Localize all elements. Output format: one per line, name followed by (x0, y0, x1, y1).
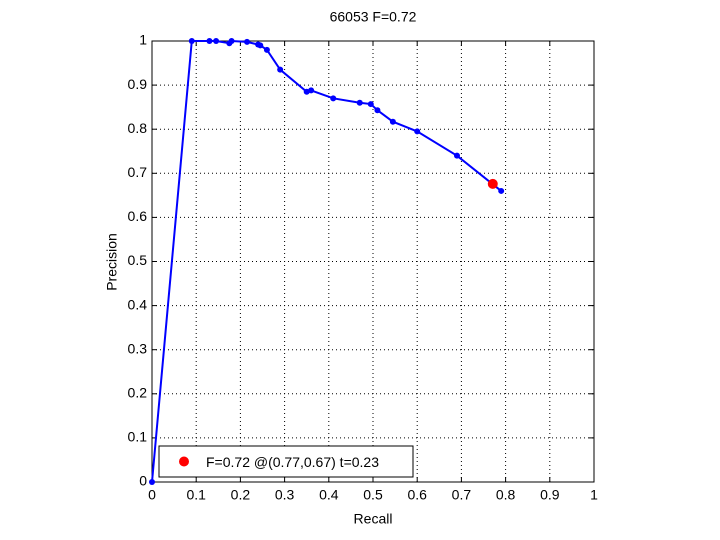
y-tick-label: 0 (139, 473, 147, 489)
x-tick-label: 0.6 (407, 487, 427, 503)
data-point (308, 87, 315, 94)
x-tick-label: 0 (148, 487, 156, 503)
x-tick-label: 0.8 (496, 487, 516, 503)
data-point (367, 101, 374, 108)
data-point (213, 38, 220, 44)
data-point (149, 479, 155, 485)
y-tick-label: 0.6 (128, 208, 148, 224)
data-point (389, 118, 396, 125)
data-point (374, 107, 381, 114)
data-point (263, 46, 270, 53)
y-tick-label: 0.8 (128, 120, 148, 136)
highlight-point (487, 178, 498, 189)
x-tick-label: 0.3 (275, 487, 295, 503)
x-axis-label: Recall (354, 511, 393, 527)
x-tick-label: 0.9 (540, 487, 560, 503)
y-tick-label: 1 (139, 32, 147, 48)
data-point (244, 38, 251, 45)
data-point (356, 99, 363, 106)
x-tick-label: 0.7 (452, 487, 472, 503)
y-axis-label: Precision (104, 233, 120, 291)
y-tick-label: 0.4 (128, 296, 148, 312)
data-point (414, 128, 421, 135)
data-point (206, 38, 213, 44)
y-tick-label: 0.2 (128, 385, 148, 401)
y-tick-label: 0.7 (128, 164, 148, 180)
y-tick-label: 0.9 (128, 76, 148, 92)
y-tick-label: 0.3 (128, 340, 148, 356)
data-point (228, 38, 235, 44)
x-tick-label: 1 (590, 487, 598, 503)
data-point (277, 66, 284, 73)
data-point (498, 187, 505, 194)
x-tick-label: 0.5 (363, 487, 383, 503)
plot-frame (151, 40, 595, 483)
y-tick-label: 0.5 (128, 252, 148, 268)
x-tick-label: 0.2 (231, 487, 251, 503)
data-point (330, 95, 337, 102)
x-tick-label: 0.4 (319, 487, 339, 503)
chart-title: 66053 F=0.72 (330, 9, 417, 25)
y-tick-label: 0.1 (128, 429, 148, 445)
legend-box (158, 445, 414, 478)
legend-label: F=0.72 @(0.77,0.67) t=0.23 (206, 454, 379, 470)
data-point (188, 38, 195, 44)
data-point (453, 152, 460, 159)
data-point (257, 42, 264, 49)
legend-marker (179, 456, 189, 467)
x-tick-label: 0.1 (186, 487, 206, 503)
